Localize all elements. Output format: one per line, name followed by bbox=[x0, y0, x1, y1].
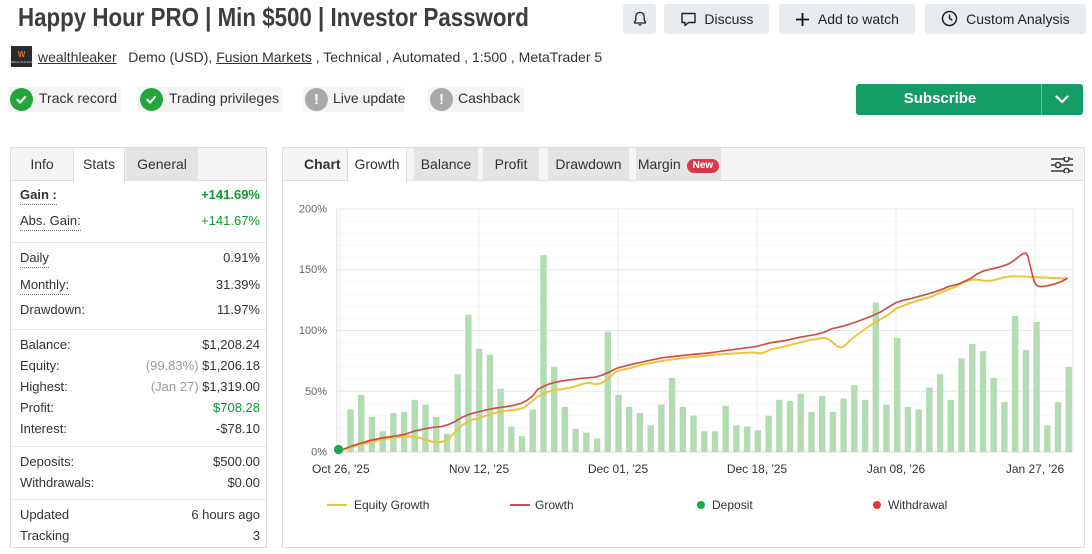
svg-text:150%: 150% bbox=[299, 264, 327, 276]
svg-text:Deposit: Deposit bbox=[712, 498, 753, 512]
svg-text:Jan 08, '26: Jan 08, '26 bbox=[867, 462, 926, 476]
svg-text:0%: 0% bbox=[311, 447, 327, 459]
svg-text:Equity Growth: Equity Growth bbox=[354, 498, 429, 512]
svg-text:Dec 01, '25: Dec 01, '25 bbox=[588, 462, 649, 476]
svg-text:200%: 200% bbox=[299, 204, 327, 216]
svg-text:Nov 12, '25: Nov 12, '25 bbox=[449, 462, 510, 476]
svg-text:Growth: Growth bbox=[535, 498, 574, 512]
svg-text:Oct 26, '25: Oct 26, '25 bbox=[312, 462, 370, 476]
svg-text:100%: 100% bbox=[299, 325, 327, 337]
svg-text:Dec 18, '25: Dec 18, '25 bbox=[727, 462, 788, 476]
svg-text:Jan 27, '26: Jan 27, '26 bbox=[1006, 462, 1065, 476]
svg-text:50%: 50% bbox=[305, 386, 327, 398]
svg-text:Withdrawal: Withdrawal bbox=[888, 498, 947, 512]
